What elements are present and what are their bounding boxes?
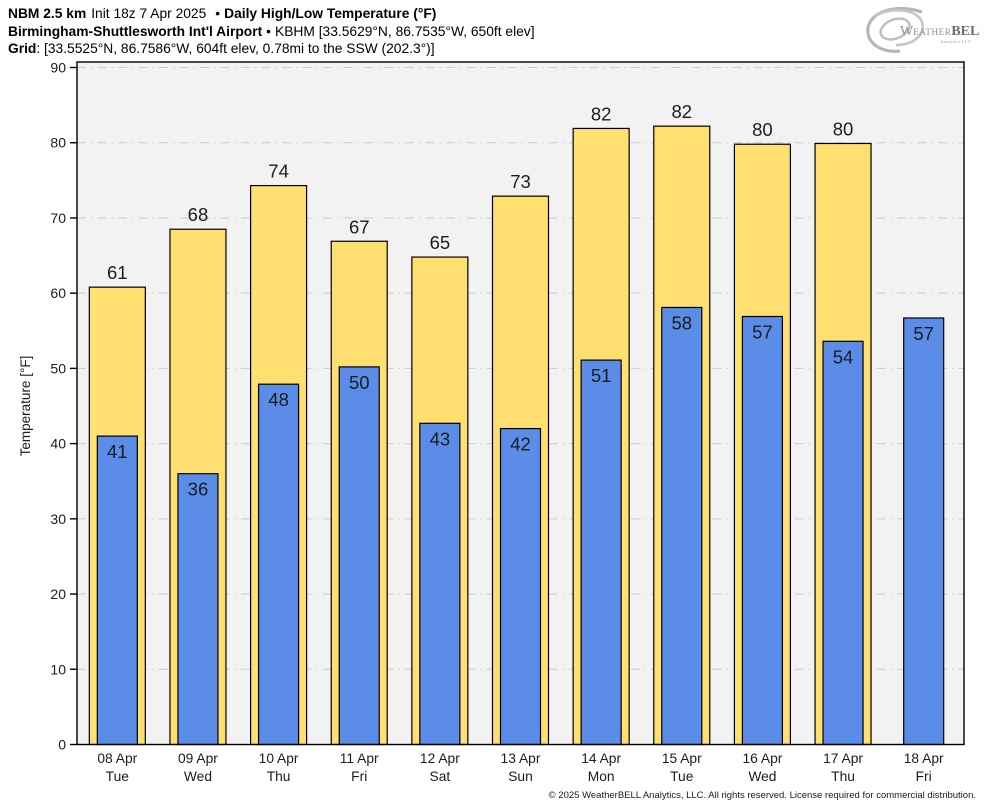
low-temp-value: 51 [591, 365, 612, 386]
plot-frame [76, 61, 965, 746]
high-temp-value: 73 [510, 171, 531, 192]
chart-header: NBM 2.5 km Init 18z 7 Apr 2025 • Daily High… [8, 5, 535, 58]
low-temp-value: 58 [671, 312, 692, 333]
x-axis-date-label: 09 Apr [178, 751, 218, 766]
copyright-notice: © 2025 WeatherBELL Analytics, LLC. All r… [548, 790, 976, 801]
low-temp-value: 57 [913, 323, 934, 344]
weatherbell-logo: WEATHERBELL Analytics LLC [866, 7, 980, 53]
low-temp-bar [419, 422, 461, 746]
low-temp-bar [822, 340, 864, 746]
x-axis-date-label: 18 Apr [904, 751, 944, 766]
low-temp-bar [741, 315, 784, 746]
header-line-3: Grid: [33.5525°N, 86.7586°W, 604ft elev,… [8, 40, 535, 58]
grid-details: : [33.5525°N, 86.7586°W, 604ft elev, 0.7… [36, 41, 435, 56]
y-axis-tick-label: 30 [50, 511, 66, 527]
low-temp-bar [338, 366, 380, 746]
y-axis-title: Temperature [°F] [18, 356, 33, 457]
x-axis-date-label: 10 Apr [259, 751, 299, 766]
y-axis-tick-label: 10 [50, 661, 66, 677]
y-axis-tick-label: 70 [50, 210, 66, 226]
x-axis-weekday-label: Tue [670, 769, 694, 784]
high-temp-value: 67 [349, 216, 370, 237]
x-axis-date-label: 16 Apr [742, 751, 782, 766]
model-name: NBM 2.5 km [8, 6, 87, 21]
x-axis-weekday-label: Tue [106, 769, 130, 784]
low-temp-bar [96, 435, 138, 746]
header-line-1: NBM 2.5 km Init 18z 7 Apr 2025 • Daily High… [8, 5, 535, 23]
y-axis-tick-label: 80 [50, 135, 66, 151]
y-axis-tick-label: 50 [50, 360, 66, 376]
low-temp-value: 41 [107, 441, 128, 462]
x-axis-date-label: 14 Apr [581, 751, 621, 766]
low-temp-value: 48 [268, 389, 289, 410]
x-axis-date-label: 13 Apr [501, 751, 541, 766]
low-temp-value: 42 [510, 434, 531, 455]
product-title: Daily High/Low Temperature (°F) [224, 6, 437, 21]
high-temp-value: 82 [591, 103, 612, 124]
bullet-separator: • [266, 23, 272, 39]
low-temp-bar [177, 473, 219, 746]
high-temp-value: 74 [268, 161, 289, 182]
x-axis-weekday-label: Thu [831, 769, 855, 784]
low-temp-value: 57 [752, 321, 773, 342]
x-axis-date-label: 17 Apr [823, 751, 863, 766]
low-temp-bar [499, 427, 542, 746]
x-axis-weekday-label: Fri [351, 769, 367, 784]
x-axis-date-label: 08 Apr [97, 751, 137, 766]
high-temp-value: 65 [430, 232, 451, 253]
low-temp-bar [580, 359, 622, 746]
low-temp-bar [903, 317, 945, 746]
y-axis-tick-label: 60 [50, 285, 66, 301]
low-temp-value: 54 [833, 346, 854, 367]
y-axis-tick-label: 40 [50, 436, 66, 452]
y-axis-tick-label: 90 [50, 60, 66, 76]
hurricane-swirl-icon [866, 7, 925, 53]
header-line-2: Birmingham-Shuttlesworth Int'l Airport • K… [8, 23, 535, 41]
low-temp-value: 43 [430, 428, 451, 449]
x-axis-weekday-label: Wed [748, 769, 776, 784]
high-temp-value: 82 [671, 101, 692, 122]
station-name: Birmingham-Shuttlesworth Int'l Airport [8, 23, 263, 39]
x-axis-date-label: 15 Apr [662, 751, 702, 766]
x-axis-weekday-label: Mon [588, 769, 615, 784]
x-axis-date-label: 11 Apr [340, 751, 379, 766]
logo-wordmark: WEATHERBELL [900, 24, 980, 39]
y-axis-tick-label: 0 [58, 737, 66, 753]
station-coordinates: KBHM [33.5629°N, 86.7535°W, 650ft elev] [275, 23, 535, 39]
y-axis-tick-label: 20 [50, 586, 66, 602]
x-axis-weekday-label: Sat [430, 769, 451, 784]
high-temp-value: 61 [107, 262, 128, 283]
x-axis-weekday-label: Fri [916, 769, 932, 784]
bullet-separator: • [215, 6, 221, 21]
low-temp-value: 50 [349, 372, 370, 393]
x-axis-weekday-label: Thu [267, 769, 291, 784]
logo-subtitle: Analytics LLC [940, 39, 971, 44]
low-temp-bar [661, 306, 703, 746]
high-temp-value: 68 [188, 204, 209, 225]
init-time: Init 18z 7 Apr 2025 [91, 6, 207, 21]
x-axis-date-label: 12 Apr [420, 751, 460, 766]
high-temp-value: 80 [752, 119, 773, 140]
low-temp-value: 36 [188, 479, 209, 500]
high-temp-value: 80 [833, 118, 854, 139]
x-axis-weekday-label: Sun [508, 769, 533, 784]
x-axis-weekday-label: Wed [184, 769, 212, 784]
grid-label: Grid [8, 41, 37, 56]
low-temp-bar [257, 383, 300, 746]
